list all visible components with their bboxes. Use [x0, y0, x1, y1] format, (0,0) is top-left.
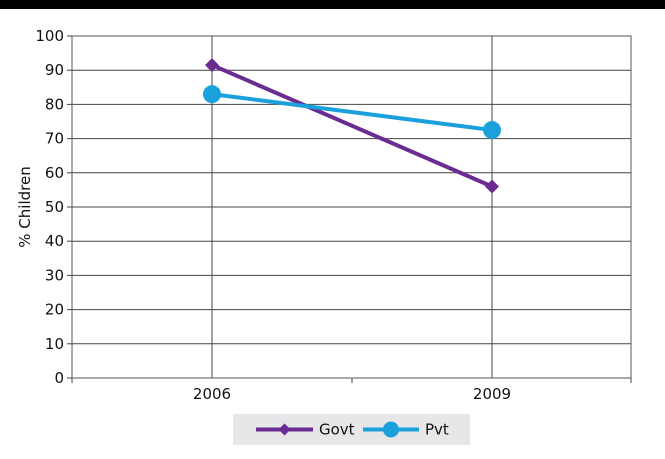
y-tick-label: 100: [35, 27, 64, 45]
series-pvt: [203, 85, 501, 140]
data-point: [203, 85, 221, 104]
series-govt: [205, 58, 499, 194]
y-tick-label: 20: [45, 301, 64, 319]
data-point: [485, 179, 499, 194]
legend-swatch-marker: [383, 421, 399, 438]
y-tick-label: 40: [45, 232, 64, 250]
legend: Govt Pvt: [233, 414, 470, 445]
top-black-bar: [0, 0, 665, 9]
tick-labels: 0 10 20 30 40 50 60 70 80 90 100 2006 2009: [35, 27, 511, 403]
data-point: [483, 121, 501, 140]
y-tick-label: 70: [45, 130, 64, 148]
series-line: [211, 63, 493, 189]
legend-label: Govt: [319, 421, 355, 439]
y-tick-label: 10: [45, 335, 64, 353]
axes: [67, 35, 632, 383]
y-tick-label: 80: [45, 95, 64, 113]
grid-lines: [72, 35, 631, 379]
x-tick-label: 2009: [473, 385, 511, 403]
series-layer: [203, 58, 501, 194]
y-tick-label: 50: [45, 198, 64, 216]
legend-item-pvt: Pvt: [363, 421, 449, 439]
y-tick-label: 0: [54, 369, 64, 387]
legend-label: Pvt: [425, 421, 449, 439]
series-line: [211, 92, 493, 133]
legend-swatch-marker: [278, 423, 291, 436]
y-tick-label: 30: [45, 266, 64, 284]
legend-item-govt: Govt: [256, 421, 355, 439]
data-point: [205, 58, 219, 73]
x-tick-label: 2006: [193, 385, 231, 403]
y-axis-title: % Children: [16, 166, 34, 247]
y-tick-label: 90: [45, 61, 64, 79]
y-tick-label: 60: [45, 164, 64, 182]
